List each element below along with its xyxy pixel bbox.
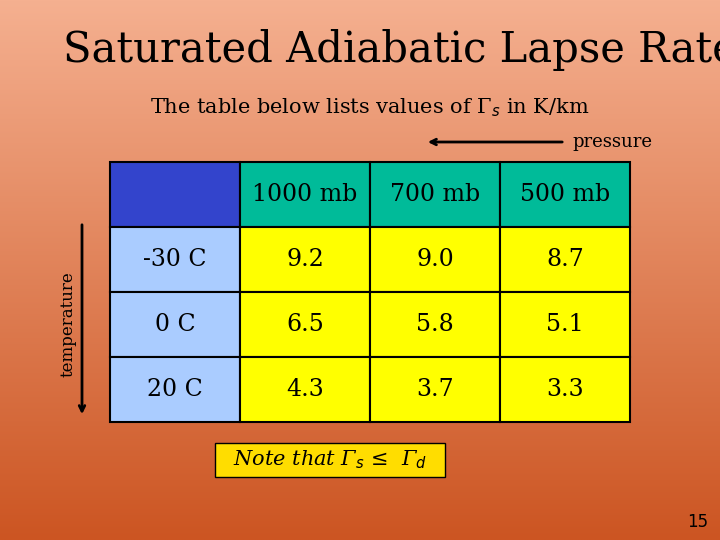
- Bar: [370, 227, 500, 292]
- Text: 6.5: 6.5: [286, 313, 324, 336]
- Text: 1000 mb: 1000 mb: [253, 183, 358, 206]
- Bar: [370, 162, 500, 227]
- Text: 0 C: 0 C: [155, 313, 195, 336]
- Bar: [500, 292, 630, 357]
- Bar: [240, 227, 370, 292]
- Text: 4.3: 4.3: [286, 378, 324, 401]
- Text: 700 mb: 700 mb: [390, 183, 480, 206]
- Text: 9.2: 9.2: [286, 248, 324, 271]
- Text: 5.8: 5.8: [416, 313, 454, 336]
- Bar: [240, 357, 370, 422]
- Text: 20 C: 20 C: [147, 378, 203, 401]
- Text: pressure: pressure: [572, 133, 652, 151]
- Text: 3.3: 3.3: [546, 378, 584, 401]
- Text: The table below lists values of Γ$_s$ in K/km: The table below lists values of Γ$_s$ in…: [150, 97, 590, 119]
- Text: 8.7: 8.7: [546, 248, 584, 271]
- Text: 9.0: 9.0: [416, 248, 454, 271]
- Bar: [215, 443, 445, 477]
- Bar: [370, 357, 500, 422]
- Bar: [110, 357, 240, 422]
- Bar: [500, 162, 630, 227]
- Text: 3.7: 3.7: [416, 378, 454, 401]
- Bar: [110, 292, 240, 357]
- Text: Note that Γ$_s$ ≤  Γ$_d$: Note that Γ$_s$ ≤ Γ$_d$: [233, 449, 427, 471]
- Bar: [240, 162, 370, 227]
- Bar: [110, 227, 240, 292]
- Text: temperature: temperature: [60, 272, 76, 377]
- Bar: [240, 292, 370, 357]
- Bar: [500, 357, 630, 422]
- Bar: [500, 227, 630, 292]
- Text: 500 mb: 500 mb: [520, 183, 610, 206]
- Bar: [370, 292, 500, 357]
- Text: 5.1: 5.1: [546, 313, 584, 336]
- Bar: [110, 162, 240, 227]
- Text: 15: 15: [688, 513, 708, 531]
- Text: Saturated Adiabatic Lapse Rate: Saturated Adiabatic Lapse Rate: [63, 29, 720, 71]
- Text: -30 C: -30 C: [143, 248, 207, 271]
